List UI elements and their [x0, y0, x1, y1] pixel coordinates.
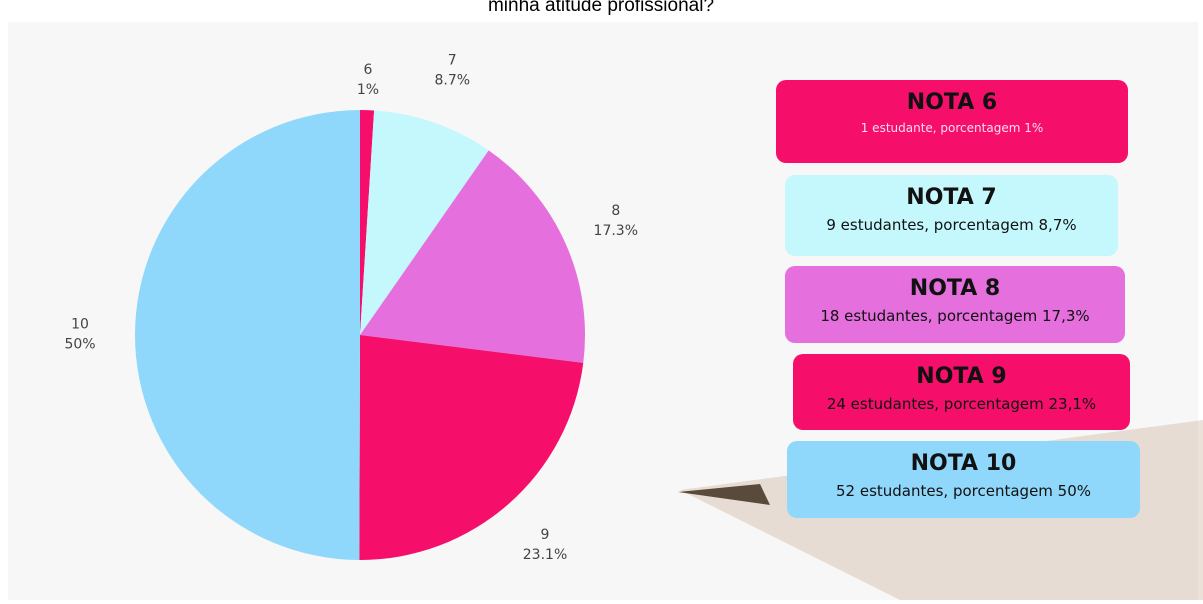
- slice-category-label: 10: [71, 317, 89, 333]
- card-text: 24 estudantes, porcentagem 23,1%: [826, 395, 1097, 413]
- card-text: 18 estudantes, porcentagem 17,3%: [820, 307, 1090, 325]
- slice-category-label: 9: [541, 527, 550, 543]
- slice-value-label: 1%: [357, 82, 379, 98]
- slice-value-label: 8.7%: [434, 73, 470, 89]
- grade-card: NOTA 10 52 estudantes, porcentagem 50%: [787, 441, 1140, 518]
- pie-slice: [359, 335, 584, 560]
- card-text: 9 estudantes, porcentagem 8,7%: [826, 216, 1077, 234]
- card-title: NOTA 9: [916, 364, 1007, 389]
- slice-value-label: 17.3%: [594, 223, 638, 239]
- card-title: NOTA 10: [910, 451, 1017, 476]
- pie-slice: [135, 110, 360, 560]
- grade-card: NOTA 9 24 estudantes, porcentagem 23,1%: [793, 354, 1130, 430]
- slice-category-label: 8: [611, 203, 620, 219]
- pie-slice: [360, 150, 585, 363]
- card-title: NOTA 7: [906, 185, 997, 210]
- pie-slice: [360, 110, 489, 335]
- pie-slice: [360, 110, 375, 335]
- slice-value-label: 50%: [64, 337, 95, 353]
- slice-value-label: 23.1%: [523, 547, 567, 563]
- grade-card: NOTA 6 1 estudante, porcentagem 1%: [776, 80, 1128, 163]
- card-text: 1 estudante, porcentagem 1%: [860, 121, 1044, 135]
- pencil-tip: [678, 484, 770, 505]
- slice-category-label: 6: [364, 62, 373, 78]
- card-title: NOTA 6: [906, 90, 998, 115]
- card-title: NOTA 8: [909, 276, 1001, 301]
- grade-card: NOTA 7 9 estudantes, porcentagem 8,7%: [785, 175, 1118, 256]
- card-text: 52 estudantes, porcentagem 50%: [835, 482, 1092, 500]
- grade-card: NOTA 8 18 estudantes, porcentagem 17,3%: [785, 266, 1125, 343]
- chart-title: minha atitude profissional?: [488, 0, 714, 16]
- slice-category-label: 7: [448, 53, 457, 69]
